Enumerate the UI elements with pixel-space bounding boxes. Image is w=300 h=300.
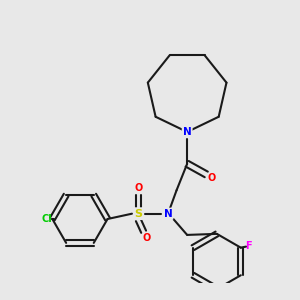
Text: N: N <box>183 127 191 137</box>
Text: O: O <box>134 183 142 193</box>
Text: O: O <box>143 233 151 243</box>
Text: S: S <box>134 209 142 219</box>
Text: O: O <box>207 172 216 183</box>
Text: N: N <box>164 209 172 219</box>
Text: Cl: Cl <box>42 214 52 224</box>
Text: F: F <box>245 241 251 250</box>
